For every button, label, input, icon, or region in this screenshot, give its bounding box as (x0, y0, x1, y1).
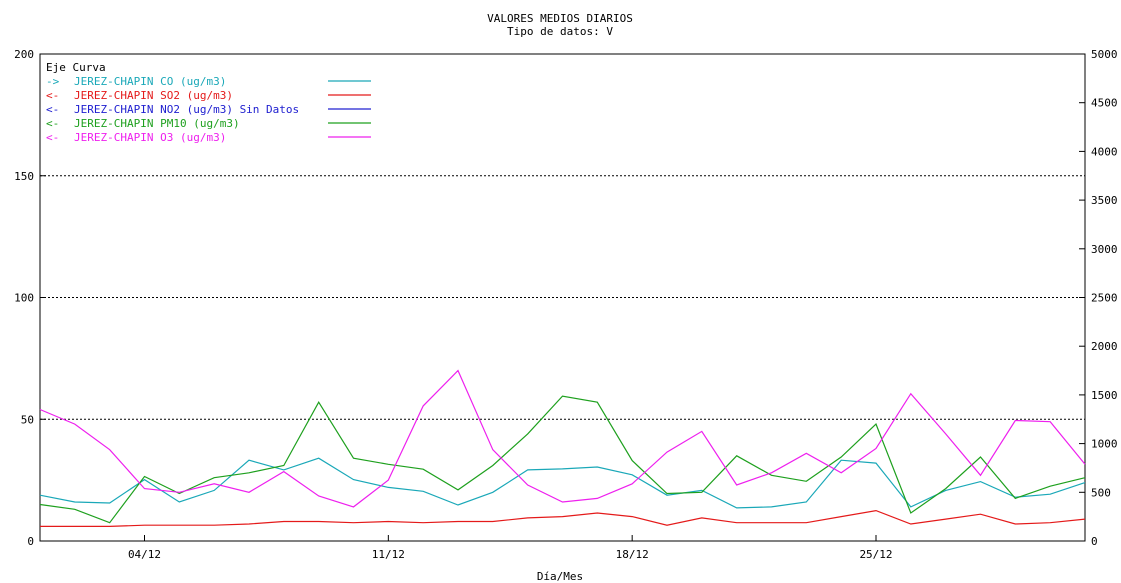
y-right-tick-label: 3500 (1091, 194, 1118, 207)
y-right-tick-label: 2500 (1091, 292, 1118, 305)
axes: 0501001502000500100015002000250030003500… (14, 48, 1117, 561)
y-right-tick-label: 4000 (1091, 145, 1118, 158)
legend-entry-label: JEREZ-CHAPIN CO (ug/m3) (74, 75, 226, 88)
chart-title: VALORES MEDIOS DIARIOS (487, 12, 633, 25)
x-tick-label: 04/12 (128, 548, 161, 561)
y-right-tick-label: 3000 (1091, 243, 1118, 256)
y-right-tick-label: 2000 (1091, 340, 1118, 353)
y-right-tick-label: 4500 (1091, 97, 1118, 110)
chart-subtitle: Tipo de datos: V (507, 25, 613, 38)
series-line-2 (40, 509, 1086, 528)
y-left-tick-label: 100 (14, 292, 34, 305)
y-right-tick-label: 5000 (1091, 48, 1118, 61)
legend-arrow: <- (46, 103, 59, 116)
series-line-4 (39, 369, 1086, 508)
grid-lines (40, 175, 1085, 420)
y-left-tick-label: 50 (21, 413, 34, 426)
legend-arrow: <- (46, 89, 59, 102)
y-left-tick-label: 150 (14, 170, 34, 183)
legend: Eje Curva -> JEREZ-CHAPIN CO (ug/m3) <- JER… (46, 61, 371, 144)
legend-entry-label: JEREZ-CHAPIN NO2 (ug/m3) Sin Datos (74, 103, 299, 116)
y-right-tick-label: 0 (1091, 535, 1098, 548)
y-left-tick-label: 200 (14, 48, 34, 61)
legend-entry-label: JEREZ-CHAPIN PM10 (ug/m3) (74, 117, 240, 130)
legend-arrow: <- (46, 117, 59, 130)
legend-entry-label: JEREZ-CHAPIN O3 (ug/m3) (74, 131, 226, 144)
legend-arrow: -> (46, 75, 60, 88)
y-right-tick-label: 1500 (1091, 389, 1118, 402)
y-right-tick-label: 1000 (1091, 438, 1118, 451)
x-tick-label: 25/12 (859, 548, 892, 561)
x-tick-label: 18/12 (616, 548, 649, 561)
series-line-3 (39, 395, 1086, 524)
legend-header: Eje Curva (46, 61, 106, 74)
series-lines (39, 369, 1086, 528)
y-left-tick-label: 0 (27, 535, 34, 548)
x-axis-label: Día/Mes (537, 570, 583, 583)
series-line-1 (39, 457, 1086, 509)
y-right-tick-label: 500 (1091, 486, 1111, 499)
legend-entry-label: JEREZ-CHAPIN SO2 (ug/m3) (74, 89, 233, 102)
x-tick-label: 11/12 (372, 548, 405, 561)
legend-arrow: <- (46, 131, 59, 144)
